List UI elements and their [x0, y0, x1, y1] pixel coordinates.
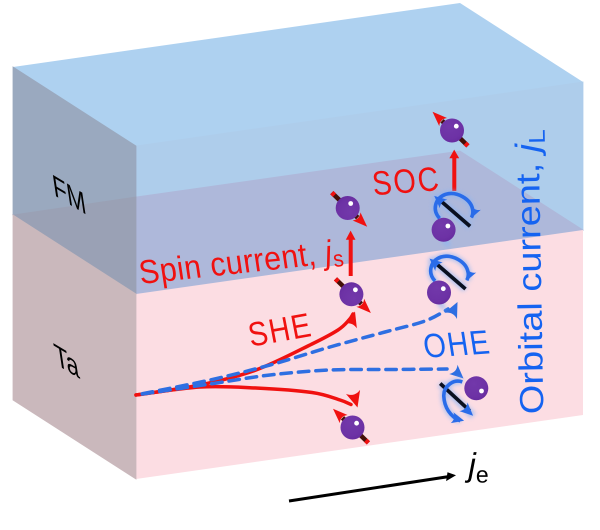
svg-text:SOC: SOC [370, 160, 443, 203]
svg-text:je: je [465, 446, 489, 488]
svg-text:OHE: OHE [421, 324, 494, 366]
